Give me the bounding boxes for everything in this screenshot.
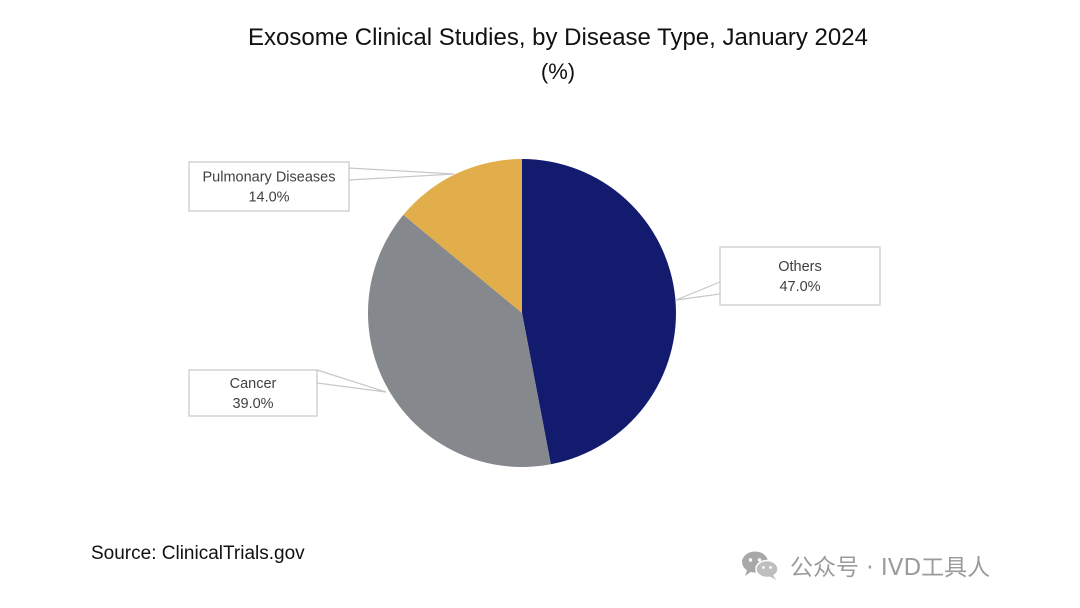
source-note: Source: ClinicalTrials.gov [91,543,305,564]
callout-pulmonary-diseases: Pulmonary Diseases 14.0% [188,161,455,212]
callout-box [719,246,881,306]
watermark: 公众号 · IVD工具人 [740,548,990,582]
slice-label: Cancer [230,376,277,392]
chart-subtitle: (%) [540,59,576,84]
callout-others: Others 47.0% [675,246,881,306]
callouts: Others 47.0% Cancer 39.0% Pulmonary Diseases… [188,161,881,417]
wechat-icon [742,551,779,580]
chart-title: Exosome Clinical Studies, by Disease Typ… [248,24,868,51]
slice-value-label: 14.0% [248,190,289,206]
callout-leader [316,369,387,393]
callout-box [188,161,350,212]
slice-value-label: 47.0% [779,279,820,295]
pie-slice-others [522,159,676,465]
pie-slice-pulmonary-diseases [403,159,522,313]
slice-label: Others [778,259,822,275]
slice-value-label: 39.0% [232,396,273,412]
callout-cancer: Cancer 39.0% [188,369,387,417]
pie-slice-cancer [368,214,551,467]
callout-box [188,369,318,417]
callout-leader [348,167,455,181]
callout-leader [675,281,721,301]
watermark-text: 公众号 · IVD工具人 [790,555,991,581]
pie-slices [368,159,676,467]
slice-label: Pulmonary Diseases [203,170,336,186]
